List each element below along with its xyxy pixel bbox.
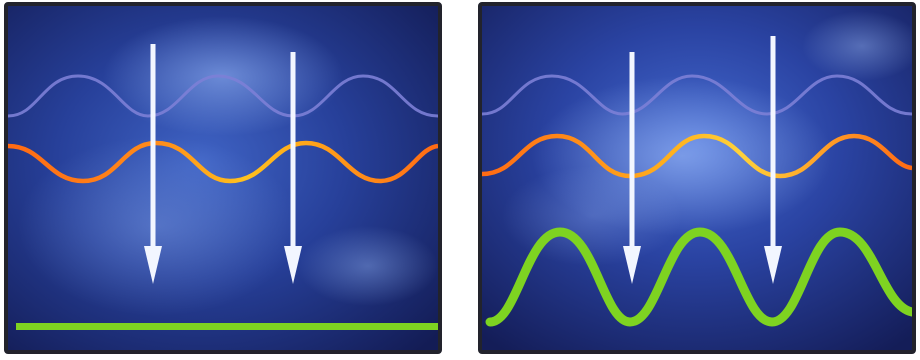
orange-wave [482, 133, 912, 179]
blue-wave [482, 74, 912, 116]
down-arrow-icon [764, 36, 782, 284]
green-wave [485, 227, 912, 327]
left-panel [4, 2, 442, 354]
down-arrow-icon [144, 44, 162, 284]
light-cloud [802, 11, 912, 81]
right-panel-illustration [482, 6, 912, 350]
light-cloud [298, 226, 438, 306]
light-cloud [502, 166, 682, 266]
down-arrow-icon [623, 52, 641, 284]
down-arrow-icon [284, 52, 302, 284]
right-panel [478, 2, 916, 354]
left-panel-illustration [8, 6, 438, 350]
orange-wave [8, 140, 438, 184]
blue-wave [8, 74, 438, 118]
light-cloud [18, 136, 298, 316]
green-wave [16, 323, 438, 330]
